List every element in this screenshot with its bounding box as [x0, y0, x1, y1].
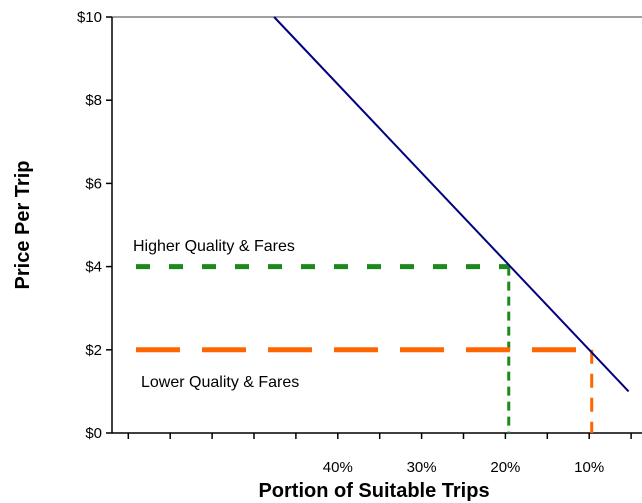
- x-tick-label: 10%: [574, 459, 604, 476]
- annotation-lower-label: Lower Quality & Fares: [141, 374, 299, 391]
- y-tick-label: $8: [85, 92, 102, 109]
- x-tick-label: 20%: [490, 459, 520, 476]
- y-tick-label: $4: [85, 259, 102, 276]
- y-tick-label: $6: [85, 175, 102, 192]
- demand-line: [273, 16, 630, 393]
- annotation-higher-label: Higher Quality & Fares: [133, 238, 295, 255]
- y-tick-label: $0: [85, 425, 102, 442]
- x-minor-ticks: [127, 433, 632, 439]
- y-tick-label: $2: [85, 342, 102, 359]
- y-tick-label: $10: [77, 9, 102, 26]
- x-tick-label: 40%: [323, 459, 353, 476]
- y-axis-title: Price Per Trip: [12, 161, 34, 290]
- y-ticks: $0 $2 $4 $6 $8 $10: [77, 9, 112, 442]
- x-axis-title: Portion of Suitable Trips: [258, 480, 489, 502]
- series-layer: [273, 16, 630, 393]
- axes: [111, 16, 642, 434]
- x-ticks: 40% 30% 20% 10%: [323, 459, 604, 476]
- x-tick-label: 30%: [407, 459, 437, 476]
- guides: [136, 264, 594, 433]
